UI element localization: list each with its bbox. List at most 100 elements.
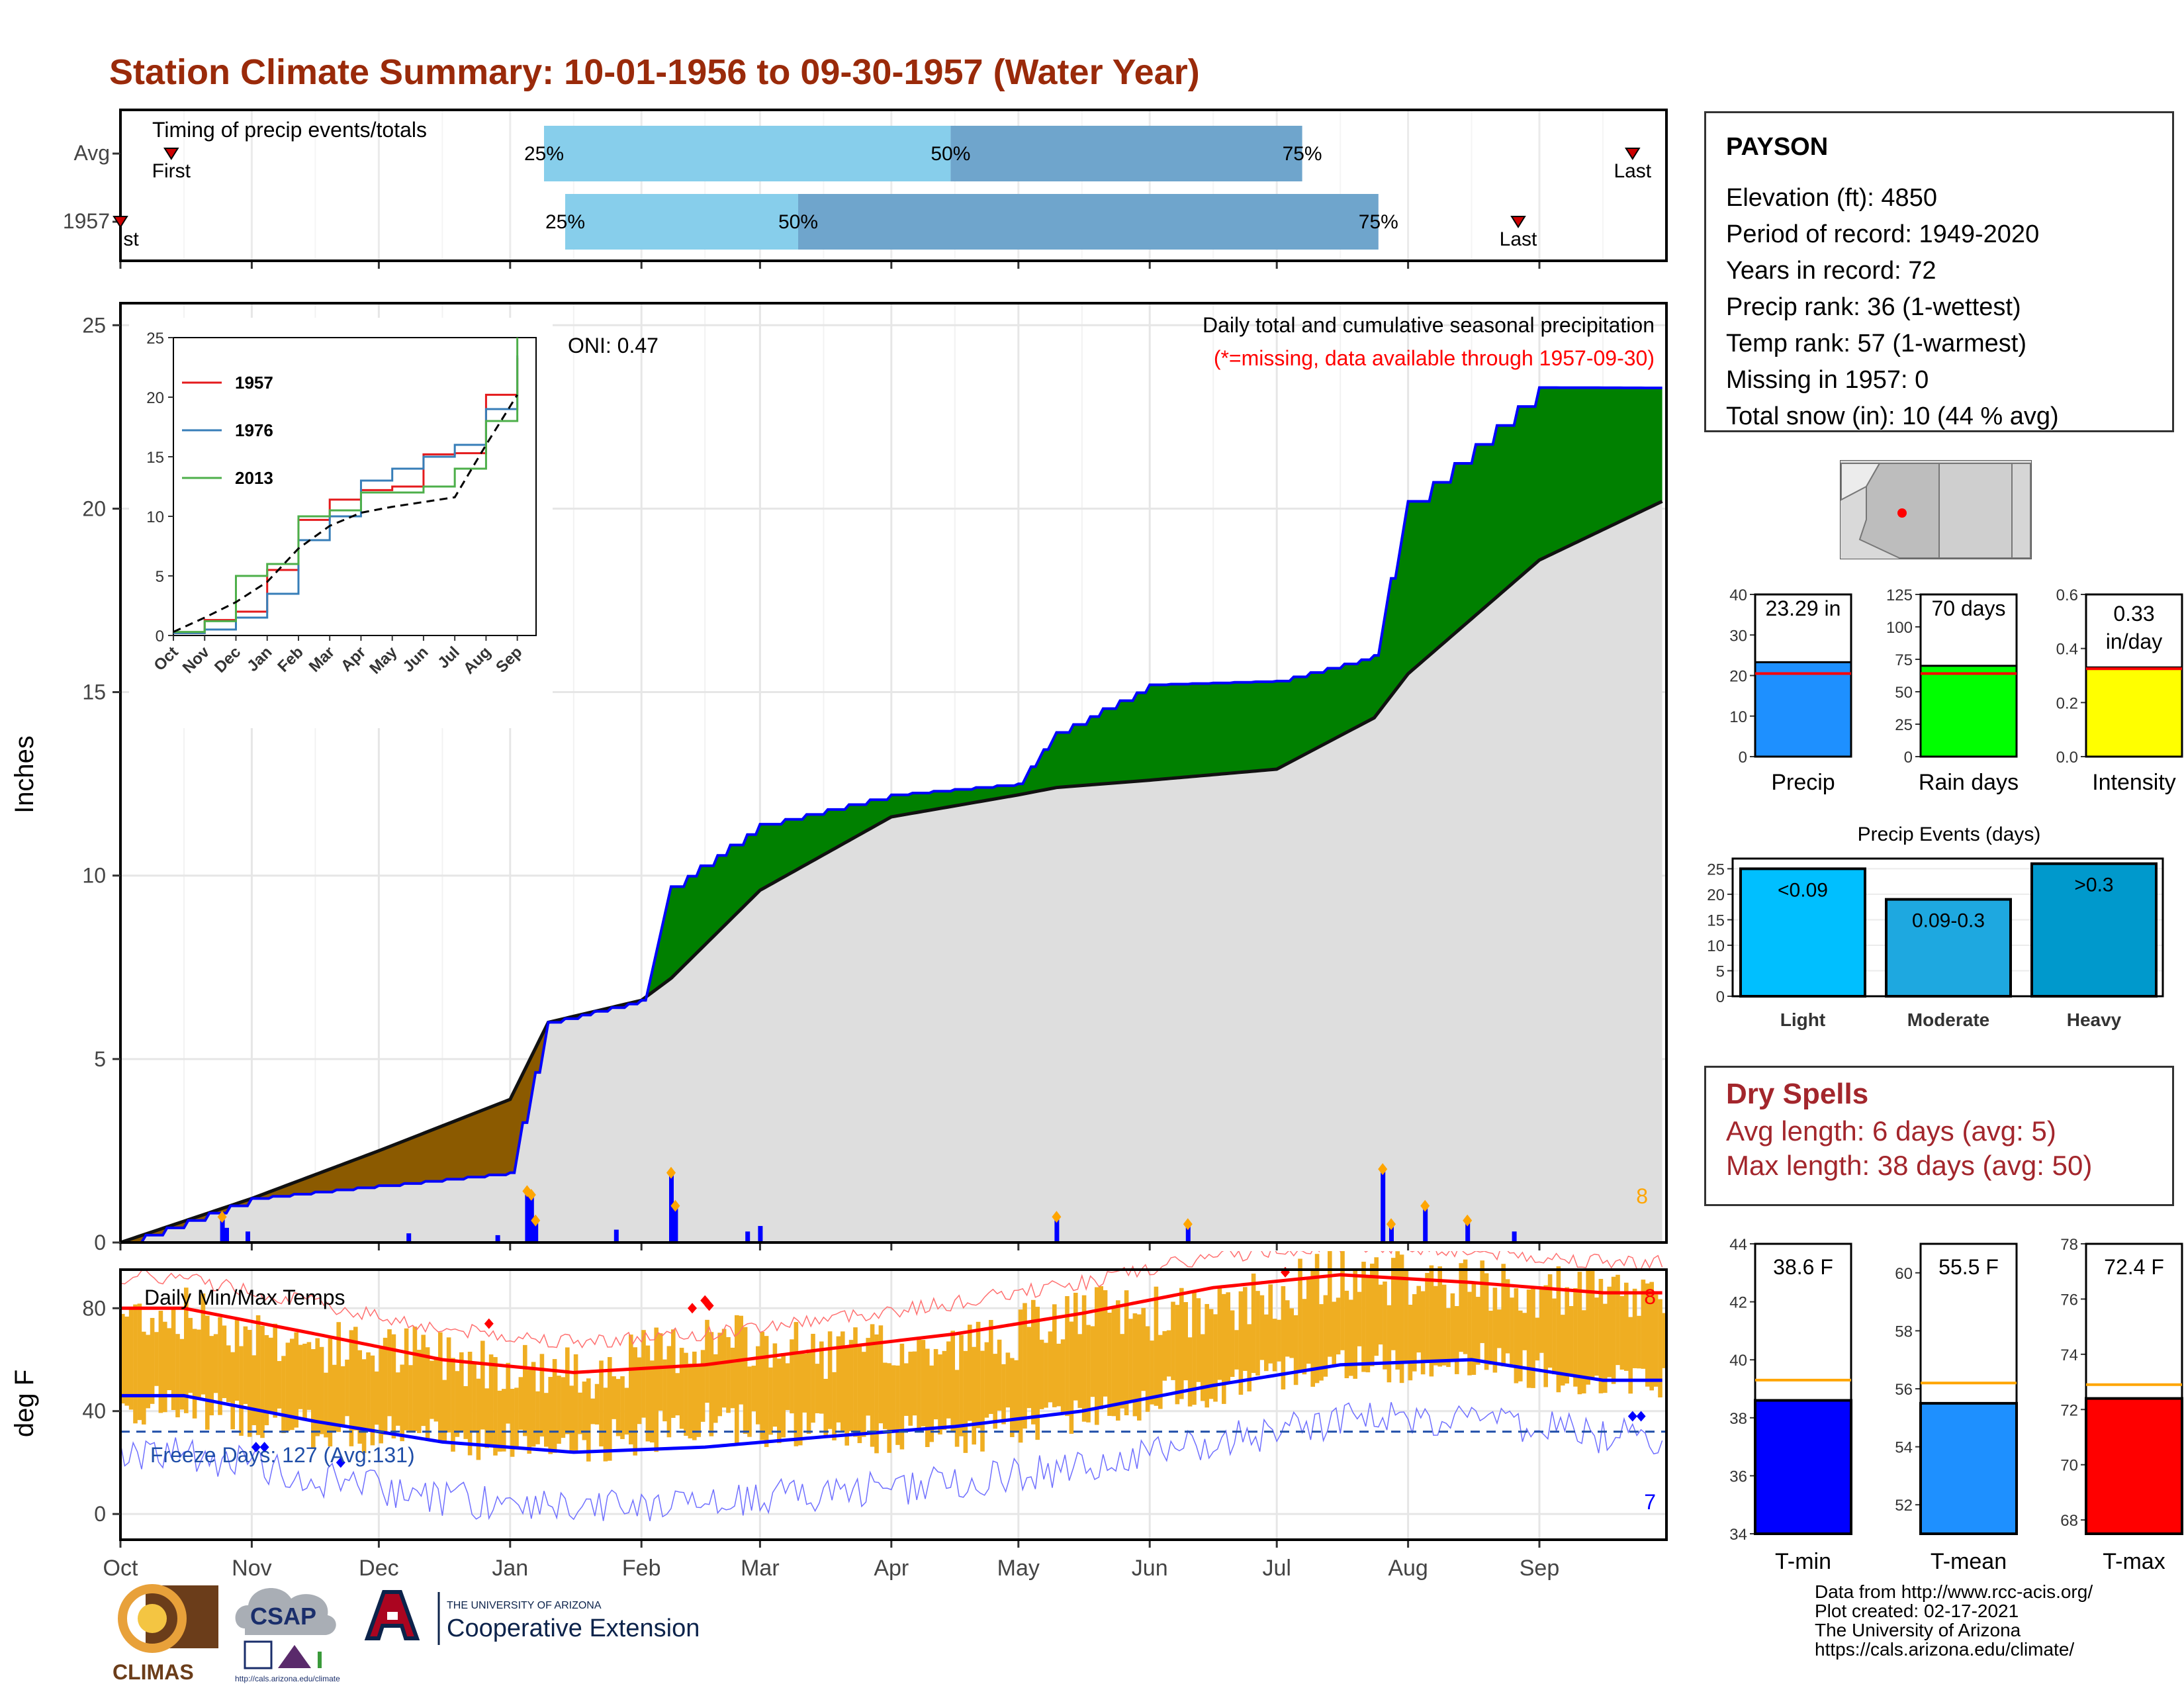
events-bar-label: 0.09-0.3 [1912, 910, 1985, 932]
daily-temp-range-bar [815, 1364, 820, 1413]
daily-temp-range-bar [1073, 1292, 1078, 1401]
daily-temp-range-bar [1586, 1270, 1590, 1385]
daily-temp-range-bar [142, 1331, 146, 1425]
freeze-days-label: Freeze Days: 127 (Avg:131) [150, 1443, 415, 1467]
daily-temp-range-bar [1577, 1272, 1582, 1395]
daily-precip-bar [669, 1172, 674, 1243]
daily-temp-range-bar [1226, 1292, 1230, 1382]
daily-temp-range-bar [366, 1352, 371, 1432]
daily-temp-range-bar [1310, 1269, 1315, 1387]
daily-temp-range-bar [1268, 1284, 1273, 1364]
daily-temp-range-bar [357, 1350, 362, 1444]
daily-temp-range-bar [396, 1372, 400, 1426]
temp-mini-ytick-label: 74 [2060, 1346, 2078, 1364]
average-area [120, 501, 1662, 1243]
daily-temp-range-bar [1154, 1286, 1159, 1406]
month-label: Oct [103, 1556, 138, 1581]
dry-spells-box: Dry Spells Avg length: 6 days (avg: 5) M… [1704, 1066, 2174, 1206]
daily-temp-range-bar [1328, 1251, 1332, 1357]
daily-temp-range-bar [819, 1341, 824, 1414]
temp-mini-ytick-label: 72 [2060, 1401, 2078, 1419]
timing-p25-label: 25% [524, 143, 564, 165]
daily-temp-range-bar [1653, 1294, 1659, 1387]
summary-bar-0: 0 10 20 30 40 23.29 in Precip [1729, 586, 1852, 795]
heavy-precip-marker [217, 1211, 227, 1223]
daily-temp-range-bar [281, 1356, 286, 1433]
daily-temp-range-bar [603, 1387, 608, 1462]
daily-temp-range-bar [629, 1335, 633, 1445]
climas-logo[interactable]: CLIMAS [113, 1584, 218, 1684]
daily-temp-range-bar [963, 1350, 968, 1453]
daily-precip-bar [673, 1205, 678, 1243]
daily-temp-range-bar [929, 1365, 934, 1442]
daily-temp-range-bar [772, 1343, 778, 1427]
daily-temp-range-bar [1306, 1277, 1311, 1364]
daily-temp-range-bar [1628, 1317, 1633, 1394]
daily-temp-range-bar [1259, 1295, 1265, 1360]
daily-temp-range-bar [1344, 1290, 1349, 1379]
mini-ytick-label: 100 [1886, 619, 1913, 637]
daily-temp-range-bar [324, 1372, 328, 1438]
mini-ytick-label: 25 [1895, 716, 1913, 734]
precip-fill [120, 386, 1663, 1244]
temp-mini-value [2085, 1397, 2183, 1535]
events-category: Light [1780, 1009, 1825, 1030]
daily-temp-range-bar [226, 1345, 231, 1403]
timing-panel: 25% 50% 75% Avg First Last 25% 50% 75% 1957 st Last… [63, 109, 1668, 269]
daily-temp-range-bar [1162, 1331, 1167, 1381]
daily-precip-bar [1465, 1220, 1471, 1243]
daily-temp-range-bar [1662, 1313, 1667, 1368]
csap-logo[interactable]: CSAP http://cals.arizona.edu/climate [235, 1587, 340, 1683]
mini-ytick-label: 0.0 [2056, 749, 2078, 767]
daily-temp-range-bar [1476, 1297, 1480, 1365]
mini-ytick-label: 30 [1729, 627, 1747, 645]
daily-temp-range-bar [328, 1338, 333, 1447]
daily-temp-range-bar [1514, 1288, 1519, 1383]
daily-temp-range-bar [1471, 1283, 1477, 1375]
daily-temp-range-bar [1192, 1291, 1197, 1405]
last-label: Last [1614, 160, 1651, 182]
daily-temp-range-bar [883, 1362, 887, 1429]
daily-temp-range-bar [311, 1349, 316, 1448]
timing-bar-lower [565, 194, 798, 250]
temp-mini-ytick-label: 68 [2060, 1512, 2078, 1530]
daily-temp-range-bar [459, 1352, 464, 1432]
ua-logo[interactable]: THE UNIVERSITY OF ARIZONA Cooperative Ex… [364, 1590, 700, 1645]
precip-ylabel: Inches [10, 735, 39, 814]
daily-temp-range-bar [586, 1378, 591, 1462]
daily-temp-range-bar [1018, 1309, 1023, 1443]
daily-temp-range-bar [1590, 1271, 1595, 1380]
daily-temp-range-bar [1196, 1298, 1201, 1382]
daily-temp-range-bar [1501, 1264, 1506, 1367]
daily-precip-bar [758, 1226, 763, 1243]
daily-temp-range-bar [1565, 1287, 1569, 1384]
daily-temp-range-bar [1145, 1326, 1150, 1412]
daily-temp-range-bar [692, 1351, 697, 1440]
mini-bar-value [2085, 666, 2183, 758]
daily-temp-range-bar [387, 1329, 392, 1417]
daily-temp-range-bar [1535, 1317, 1540, 1361]
daily-temp-range-bar [1624, 1282, 1629, 1371]
daily-temp-range-bar [1039, 1339, 1044, 1409]
daily-temp-range-bar [163, 1321, 167, 1413]
daily-temp-range-bar [756, 1346, 760, 1425]
events-ytick-label: 10 [1707, 937, 1725, 955]
inset-legend-label: 1976 [235, 420, 273, 440]
temp-mini-ytick-label: 78 [2060, 1236, 2078, 1254]
daily-temp-range-bar [696, 1366, 701, 1437]
above-average-area [120, 387, 1662, 1243]
daily-temp-range-bar [1446, 1308, 1451, 1368]
heavy-precip-marker [1463, 1214, 1473, 1227]
temp-mini-name: T-max [2103, 1549, 2165, 1574]
heavy-precip-marker [1183, 1218, 1193, 1231]
temp-mini-ytick-label: 60 [1895, 1265, 1913, 1283]
daily-temp-range-bar [1150, 1340, 1154, 1405]
footer-plot-created: Plot created: 02-17-2021 [1815, 1601, 2019, 1621]
daily-temp-range-bar [878, 1325, 884, 1424]
daily-temp-range-bar [1603, 1303, 1608, 1393]
daily-temp-range-bar [1111, 1305, 1116, 1417]
daily-temp-range-bar [1187, 1337, 1193, 1407]
precip-header: Daily total and cumulative seasonal prec… [1203, 313, 1655, 337]
daily-temp-range-bar [976, 1321, 981, 1429]
daily-temp-range-bar [1048, 1331, 1053, 1403]
